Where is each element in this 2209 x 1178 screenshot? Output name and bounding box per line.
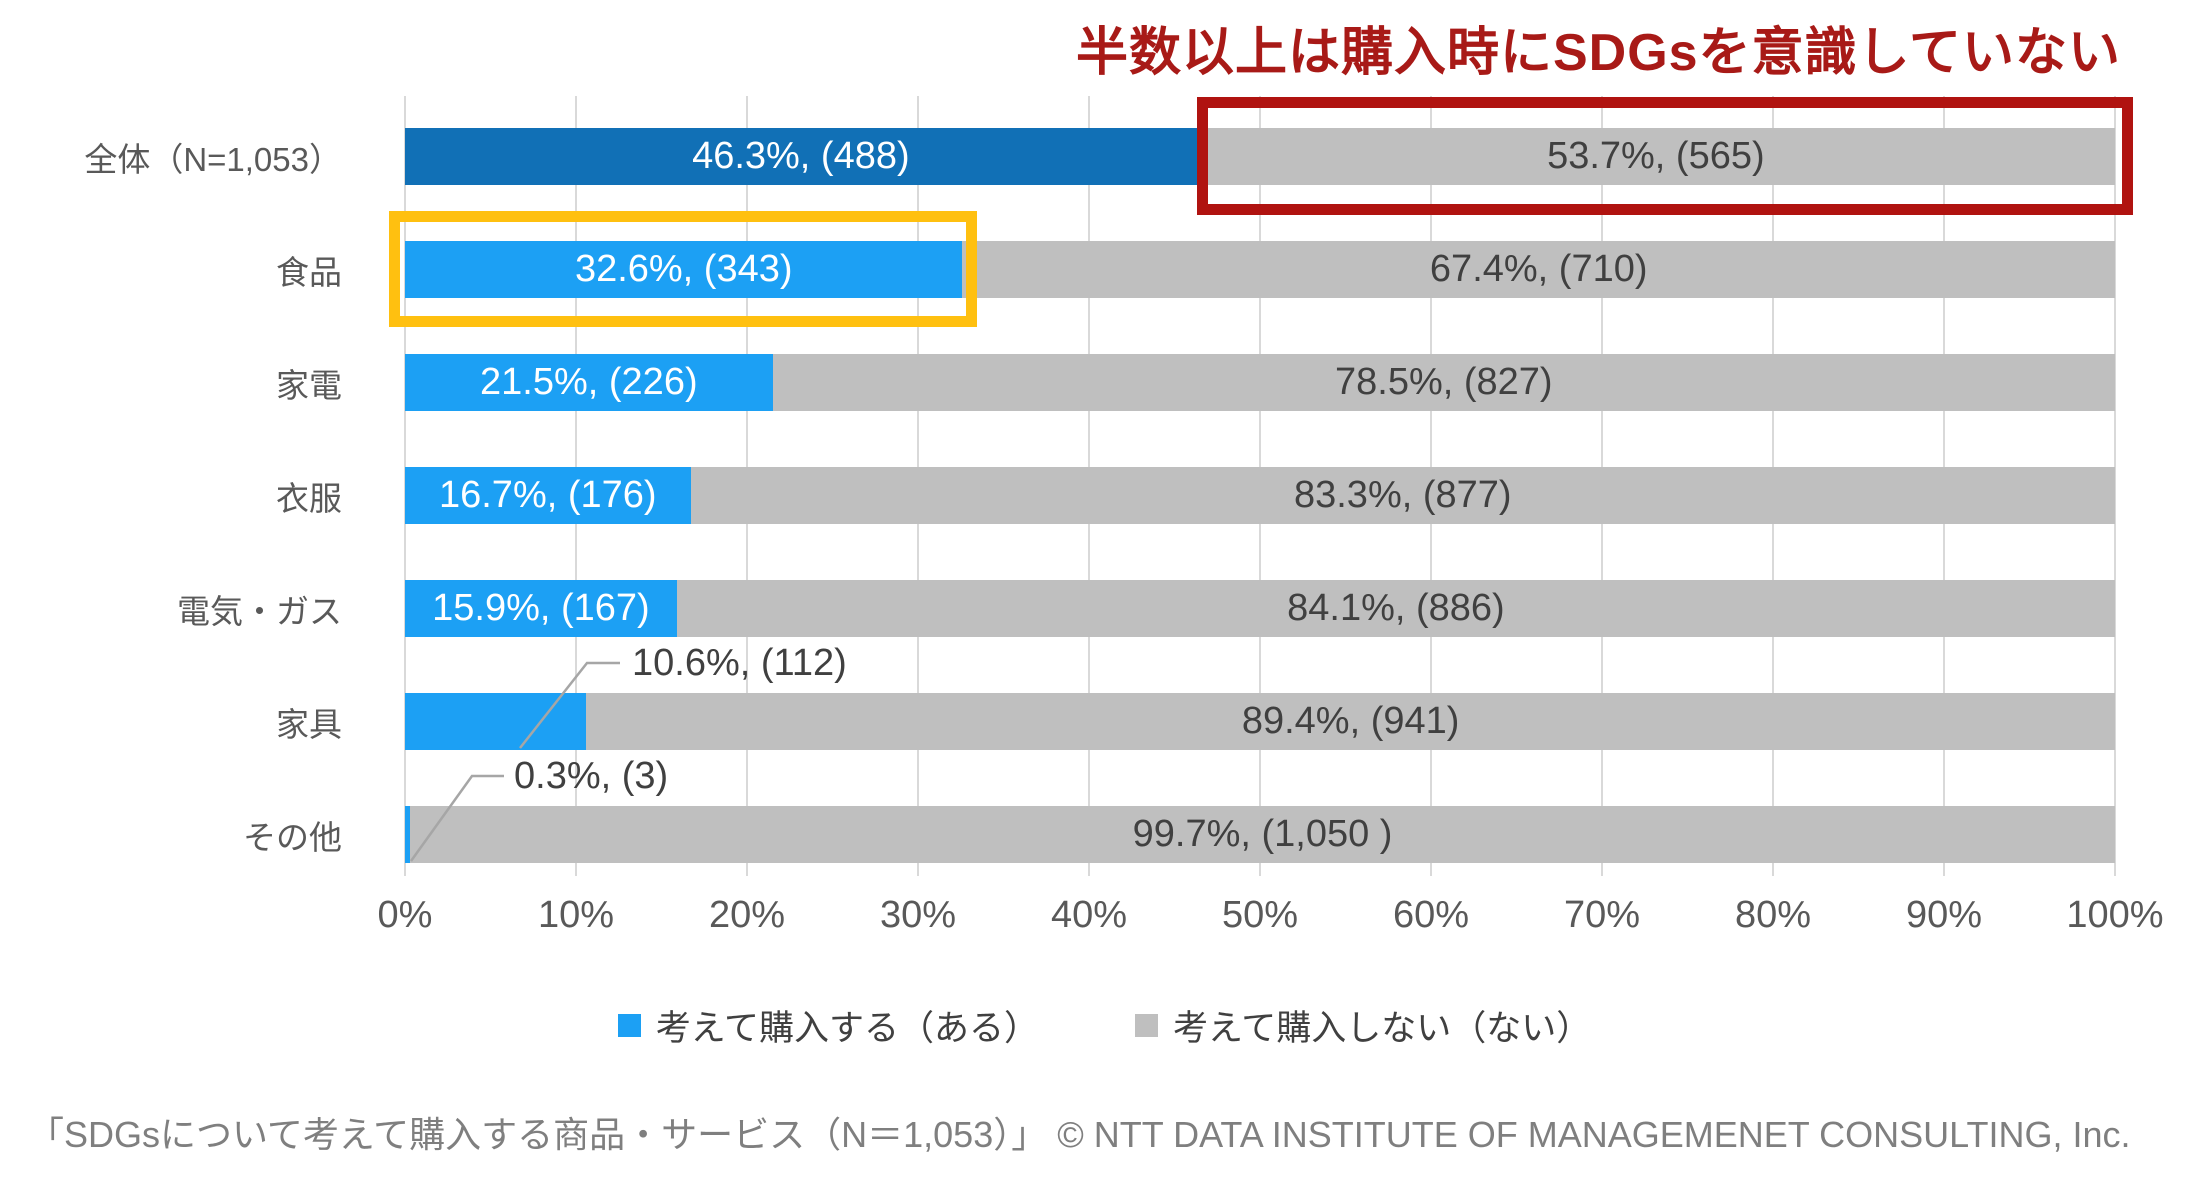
- category-label: 電気・ガス: [177, 592, 342, 630]
- legend-label: 考えて購入する（ある）: [655, 1009, 1039, 1048]
- category-label: 家電: [276, 366, 342, 404]
- category-label: 全体（N=1,053）: [84, 140, 342, 178]
- bar-segment-not-considered: 53.7%, (565): [1196, 128, 2115, 185]
- x-axis-tick: 80%: [1734, 894, 1812, 936]
- legend-swatch-blue: [617, 1014, 641, 1037]
- category-label: 食品: [276, 253, 342, 291]
- bar-segment-considered: [405, 693, 587, 750]
- chart-headline: 半数以上は購入時にSDGsを意識していない: [1075, 24, 2121, 82]
- legend-swatch-gray: [1135, 1014, 1158, 1037]
- bar-segment-not-considered: 89.4%, (941): [586, 693, 2115, 750]
- bar-segment-considered: 15.9%, (167): [405, 580, 677, 637]
- bar-segment-considered: [405, 806, 411, 863]
- bar-segment-considered: 46.3%, (488): [405, 128, 1197, 185]
- x-axis-tick: 50%: [1221, 894, 1299, 936]
- x-axis-tick: 30%: [879, 894, 957, 936]
- chart-legend: 考えて購入する（ある） 考えて購入しない（ない）: [0, 1000, 2209, 1051]
- gridline: [2114, 96, 2116, 876]
- x-axis-tick: 20%: [708, 894, 786, 936]
- x-axis-tick: 0%: [377, 894, 433, 936]
- bar-segment-considered: 16.7%, (176): [405, 467, 691, 524]
- red-highlight-box: [1197, 97, 2133, 215]
- category-label: 衣服: [276, 479, 342, 517]
- source-caption: 「SDGsについて考えて購入する商品・サービス（N＝1,053）」 © NTT …: [28, 1114, 2131, 1155]
- bar-segment-not-considered: 99.7%, (1,050 ): [410, 806, 2115, 863]
- category-label: 家具: [276, 705, 342, 743]
- x-axis-tick: 40%: [1050, 894, 1128, 936]
- x-axis-tick: 90%: [1905, 894, 1983, 936]
- legend-label: 考えて購入しない（ない）: [1173, 1009, 1592, 1048]
- bar-segment-considered: 32.6%, (343): [405, 241, 963, 298]
- callout-data-label: 0.3%, (3): [514, 754, 669, 797]
- bar-segment-not-considered: 83.3%, (877): [690, 467, 2115, 524]
- callout-data-label: 10.6%, (112): [632, 641, 847, 684]
- legend-item-considered: 考えて購入する（ある）: [617, 1000, 1039, 1051]
- bar-segment-not-considered: 67.4%, (710): [962, 241, 2115, 298]
- bar-segment-not-considered: 78.5%, (827): [772, 354, 2115, 411]
- bar-segment-considered: 21.5%, (226): [405, 354, 773, 411]
- x-axis-tick: 60%: [1392, 894, 1470, 936]
- legend-item-not-considered: 考えて購入しない（ない）: [1135, 1000, 1591, 1051]
- category-label: その他: [243, 818, 342, 856]
- x-axis-tick: 70%: [1563, 894, 1641, 936]
- bar-segment-not-considered: 84.1%, (886): [676, 580, 2115, 637]
- x-axis-tick: 100%: [2066, 894, 2164, 936]
- x-axis-tick: 10%: [537, 894, 615, 936]
- yellow-highlight-box: [389, 211, 977, 327]
